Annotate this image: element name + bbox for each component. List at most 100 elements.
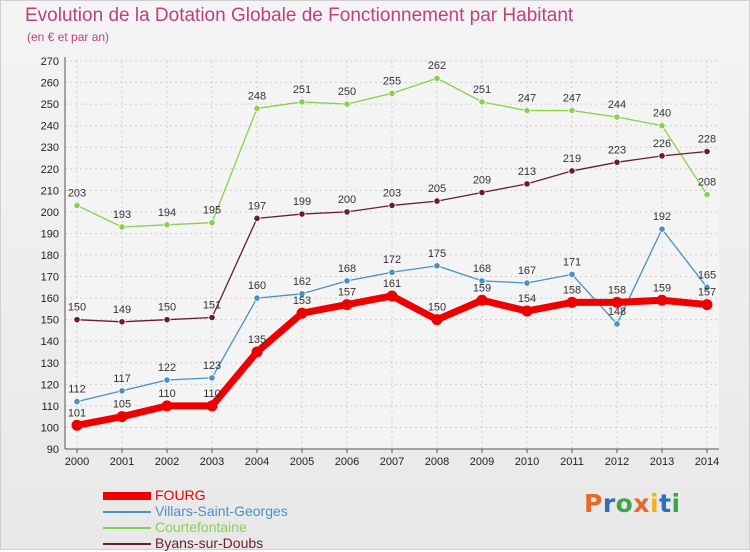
legend-swatch <box>103 543 151 545</box>
data-point <box>701 299 713 311</box>
y-tick-label: 250 <box>41 99 59 111</box>
data-label: 112 <box>68 384 86 396</box>
x-tick-label: 2012 <box>605 456 629 468</box>
data-point <box>566 296 578 308</box>
data-point <box>208 374 216 382</box>
x-tick-label: 2010 <box>515 456 539 468</box>
y-tick-label: 130 <box>41 358 59 370</box>
data-point <box>523 279 531 287</box>
x-tick-label: 2001 <box>110 456 134 468</box>
data-label: 167 <box>518 265 536 277</box>
x-tick-label: 2013 <box>650 456 674 468</box>
y-tick-label: 260 <box>41 78 59 90</box>
data-point <box>388 201 396 210</box>
legend-swatch <box>103 527 151 529</box>
data-label: 159 <box>653 282 671 294</box>
data-point <box>656 294 668 306</box>
data-point <box>658 152 666 160</box>
data-point <box>253 294 261 302</box>
data-point <box>478 98 486 106</box>
data-point <box>388 268 396 276</box>
data-label: 226 <box>653 138 671 150</box>
data-point <box>433 74 441 82</box>
data-label: 251 <box>293 84 311 96</box>
data-label: 213 <box>518 166 536 178</box>
data-point <box>71 419 83 431</box>
data-point <box>611 296 623 308</box>
y-tick-label: 120 <box>41 379 59 391</box>
data-point <box>253 214 261 222</box>
legend-label: Byans-sur-Doubs <box>155 535 264 551</box>
y-tick-label: 140 <box>41 336 59 348</box>
data-label: 165 <box>698 269 716 281</box>
data-label: 262 <box>428 60 446 72</box>
legend-label: FOURG <box>155 487 206 503</box>
data-label: 205 <box>428 183 446 195</box>
data-point <box>343 100 351 108</box>
data-label: 247 <box>563 93 581 105</box>
data-label: 172 <box>383 254 401 266</box>
data-point <box>431 314 443 326</box>
data-label: 203 <box>68 187 86 199</box>
data-point <box>703 283 711 291</box>
legend-label: Villars-Saint-Georges <box>155 503 288 519</box>
data-label: 153 <box>293 295 311 307</box>
data-point <box>298 98 306 106</box>
y-tick-label: 210 <box>41 185 59 197</box>
data-point <box>613 113 621 121</box>
data-label: 161 <box>383 278 401 290</box>
y-tick-label: 170 <box>41 272 59 284</box>
chart-title: Evolution de la Dotation Globale de Fonc… <box>25 5 574 26</box>
legend-swatch <box>103 492 151 500</box>
data-label: 192 <box>653 211 671 223</box>
data-label: 193 <box>113 209 131 221</box>
legend-swatch <box>103 511 151 513</box>
data-point <box>433 197 441 205</box>
data-point <box>298 210 306 218</box>
y-tick-label: 200 <box>41 207 59 219</box>
data-point <box>118 318 126 326</box>
y-tick-label: 160 <box>41 293 59 305</box>
data-label: 149 <box>113 304 131 316</box>
data-label: 157 <box>698 287 716 299</box>
x-tick-label: 2000 <box>65 456 89 468</box>
data-label: 197 <box>248 200 266 212</box>
data-point <box>478 277 486 285</box>
y-tick-label: 230 <box>41 142 59 154</box>
data-point <box>341 299 353 311</box>
y-tick-label: 150 <box>41 315 59 327</box>
data-label: 110 <box>203 388 221 400</box>
y-tick-label: 190 <box>41 228 59 240</box>
data-point <box>703 191 711 199</box>
data-point <box>161 400 173 412</box>
data-point <box>613 158 621 166</box>
data-point <box>73 316 81 324</box>
data-point <box>613 320 621 328</box>
data-label: 150 <box>158 302 176 314</box>
x-tick-label: 2005 <box>290 456 314 468</box>
data-point <box>208 219 216 227</box>
data-label: 159 <box>473 282 491 294</box>
data-point <box>296 307 308 319</box>
data-label: 195 <box>203 205 221 217</box>
proxiti-logo: Proxiti <box>584 489 681 518</box>
data-label: 110 <box>158 388 176 400</box>
data-label: 219 <box>563 153 581 165</box>
x-tick-label: 2009 <box>470 456 494 468</box>
y-tick-label: 180 <box>41 250 59 262</box>
data-label: 194 <box>158 207 176 219</box>
data-label: 150 <box>68 302 86 314</box>
data-point <box>521 305 533 317</box>
data-label: 255 <box>383 75 401 87</box>
data-point <box>568 270 576 278</box>
data-point <box>343 208 351 216</box>
data-label: 105 <box>113 399 131 411</box>
data-label: 168 <box>338 263 356 275</box>
data-label: 228 <box>698 134 716 146</box>
y-tick-label: 90 <box>47 444 59 456</box>
data-point <box>568 106 576 115</box>
data-label: 168 <box>473 263 491 275</box>
data-point <box>208 313 216 322</box>
x-tick-label: 2011 <box>560 456 584 468</box>
